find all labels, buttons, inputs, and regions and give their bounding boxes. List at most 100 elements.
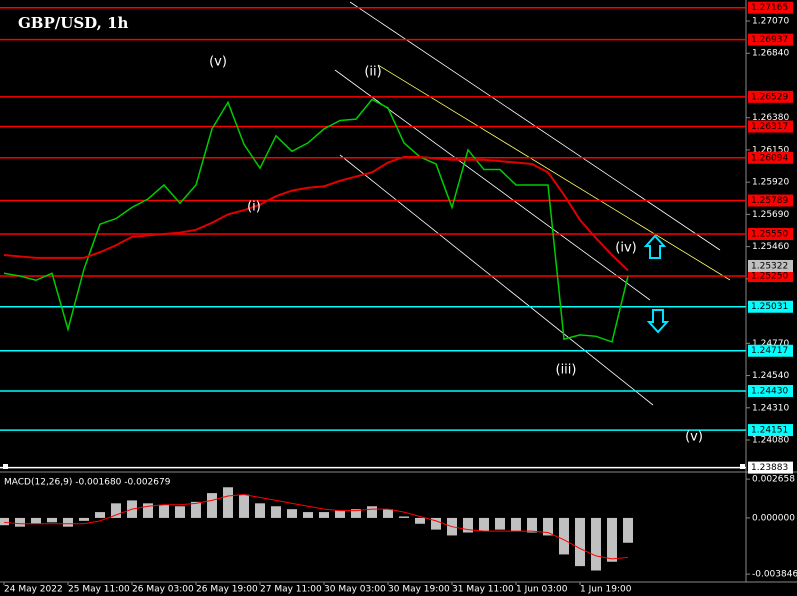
histogram-bar	[335, 510, 345, 518]
level-label-box	[748, 270, 793, 283]
x-tick-label: 26 May 03:00	[132, 585, 194, 595]
level-label-box	[748, 424, 793, 437]
y-tick-label: 1.26840	[752, 49, 789, 59]
y-tick-label: 1.25460	[752, 242, 789, 252]
histogram-bar	[607, 517, 617, 562]
histogram-bar	[543, 517, 553, 536]
wave-label: (v)	[209, 55, 227, 70]
x-tick-label: 30 May 19:00	[388, 585, 450, 595]
y-tick-label: 1.24080	[752, 436, 789, 446]
x-tick-label: 1 Jun 03:00	[516, 585, 568, 595]
level-label-box	[748, 461, 793, 474]
histogram-bar	[0, 517, 9, 526]
histogram-bar	[223, 487, 233, 518]
level-label: 1.25550	[751, 230, 788, 240]
signal-line	[3, 494, 629, 560]
histogram-bar	[287, 509, 297, 518]
y-tick-label: 1.26380	[752, 113, 789, 123]
level-label: 1.24151	[751, 426, 788, 436]
histogram-bar	[47, 517, 57, 523]
current-price-label: 1.25322	[751, 261, 788, 271]
wave-label: (ii)	[364, 65, 381, 80]
histogram-bar	[319, 512, 329, 518]
histogram-bar	[79, 517, 89, 521]
histogram-bar	[575, 517, 585, 567]
y-tick-label: 0.000000	[752, 513, 795, 523]
x-tick-label: 25 May 11:00	[68, 585, 130, 595]
histogram-bar	[111, 503, 121, 518]
histogram-bar	[399, 516, 409, 518]
level-label-box	[748, 384, 793, 397]
y-tick-label: 1.25690	[752, 210, 789, 220]
histogram-bar	[351, 509, 361, 518]
histogram-bar	[175, 506, 185, 518]
level-label-box	[748, 1, 793, 14]
histogram-bar	[511, 517, 521, 532]
y-tick-label: 1.24310	[752, 403, 789, 413]
histogram-bar	[191, 501, 201, 518]
trend-line	[377, 64, 731, 281]
level-label-box	[748, 33, 793, 46]
level-label: 1.23883	[751, 463, 788, 473]
histogram-bar	[239, 494, 249, 518]
histogram-bar	[623, 517, 633, 543]
level-label: 1.25250	[751, 272, 788, 282]
level-label-box	[748, 194, 793, 207]
y-tick-label: 1.25920	[752, 178, 789, 188]
histogram-bar	[495, 517, 505, 530]
histogram-bar	[63, 517, 73, 527]
x-tick-label: 26 May 19:00	[196, 585, 258, 595]
histogram-bar	[559, 517, 569, 555]
level-label-box	[748, 90, 793, 103]
marker	[3, 464, 8, 469]
histogram-bar	[383, 509, 393, 518]
level-label: 1.27165	[751, 3, 788, 13]
histogram-bar	[591, 517, 601, 571]
level-label: 1.24717	[751, 346, 788, 356]
y-tick-label: 1.24540	[752, 371, 789, 381]
x-tick-label: 31 May 11:00	[452, 585, 514, 595]
moving-average	[3, 155, 629, 272]
histogram-bar	[367, 506, 377, 518]
indicator-title: MACD(12,26,9) -0.001680 -0.002679	[4, 478, 171, 488]
histogram-bar	[479, 517, 489, 532]
wave-label: (v)	[685, 430, 703, 445]
histogram-bar	[31, 517, 41, 524]
histogram-bar	[415, 517, 425, 524]
wave-label: (iv)	[615, 241, 636, 256]
y-tick-label: 1.27070	[752, 17, 789, 27]
y-tick-label: 1.26150	[752, 145, 789, 155]
down-arrow	[646, 309, 670, 334]
histogram-bar	[15, 517, 25, 527]
y-tick-label: 0.002658	[752, 475, 795, 485]
level-label-box	[748, 228, 793, 241]
marker	[740, 464, 745, 469]
y-tick-label: 1.24770	[752, 339, 789, 349]
channel-line	[339, 154, 654, 406]
histogram-bar	[159, 504, 169, 518]
y-tick-label: -0.003846	[752, 570, 797, 580]
histogram-bar	[463, 517, 473, 533]
x-tick-label: 24 May 2022	[4, 585, 63, 595]
level-label-box	[748, 344, 793, 357]
level-label-box	[748, 120, 793, 133]
wave-label: (i)	[247, 200, 261, 215]
up-arrow	[643, 234, 667, 259]
level-label: 1.24430	[751, 386, 788, 396]
x-tick-label: 1 Jun 19:00	[580, 585, 632, 595]
histogram-bar	[303, 512, 313, 518]
wave-label: (iii)	[556, 363, 577, 378]
histogram-bar	[527, 517, 537, 533]
level-label: 1.26094	[751, 153, 788, 163]
histogram-bar	[143, 503, 153, 518]
level-label-box	[748, 300, 793, 313]
price-line	[3, 98, 629, 343]
level-label: 1.25789	[751, 196, 788, 206]
x-tick-label: 27 May 11:00	[260, 585, 322, 595]
level-label: 1.26317	[751, 122, 788, 132]
current-price-box	[748, 259, 793, 272]
level-label: 1.26937	[751, 35, 788, 45]
